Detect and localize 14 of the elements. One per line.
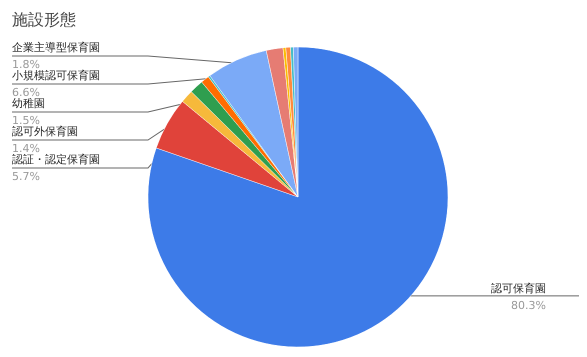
data-label: 6.6% xyxy=(12,86,40,99)
slice-label: 小規模認可保育園 xyxy=(12,69,100,82)
slice-label: 認可外保育園 xyxy=(12,125,78,138)
chart-title: 施設形態 xyxy=(12,10,76,31)
slice-label: 認証・認定保育園 xyxy=(12,153,100,166)
data-label: 1.8% xyxy=(12,58,40,71)
slice-label: 企業主導型保育園 xyxy=(12,41,100,54)
data-label: 1.5% xyxy=(12,114,40,127)
data-label: 1.4% xyxy=(12,142,40,155)
data-label: 5.7% xyxy=(12,170,40,183)
slice-label: 幼稚園 xyxy=(12,97,45,110)
data-label: 80.3% xyxy=(511,298,546,312)
pie-slice xyxy=(148,46,448,348)
slice-label: 認可保育園 xyxy=(491,282,546,295)
